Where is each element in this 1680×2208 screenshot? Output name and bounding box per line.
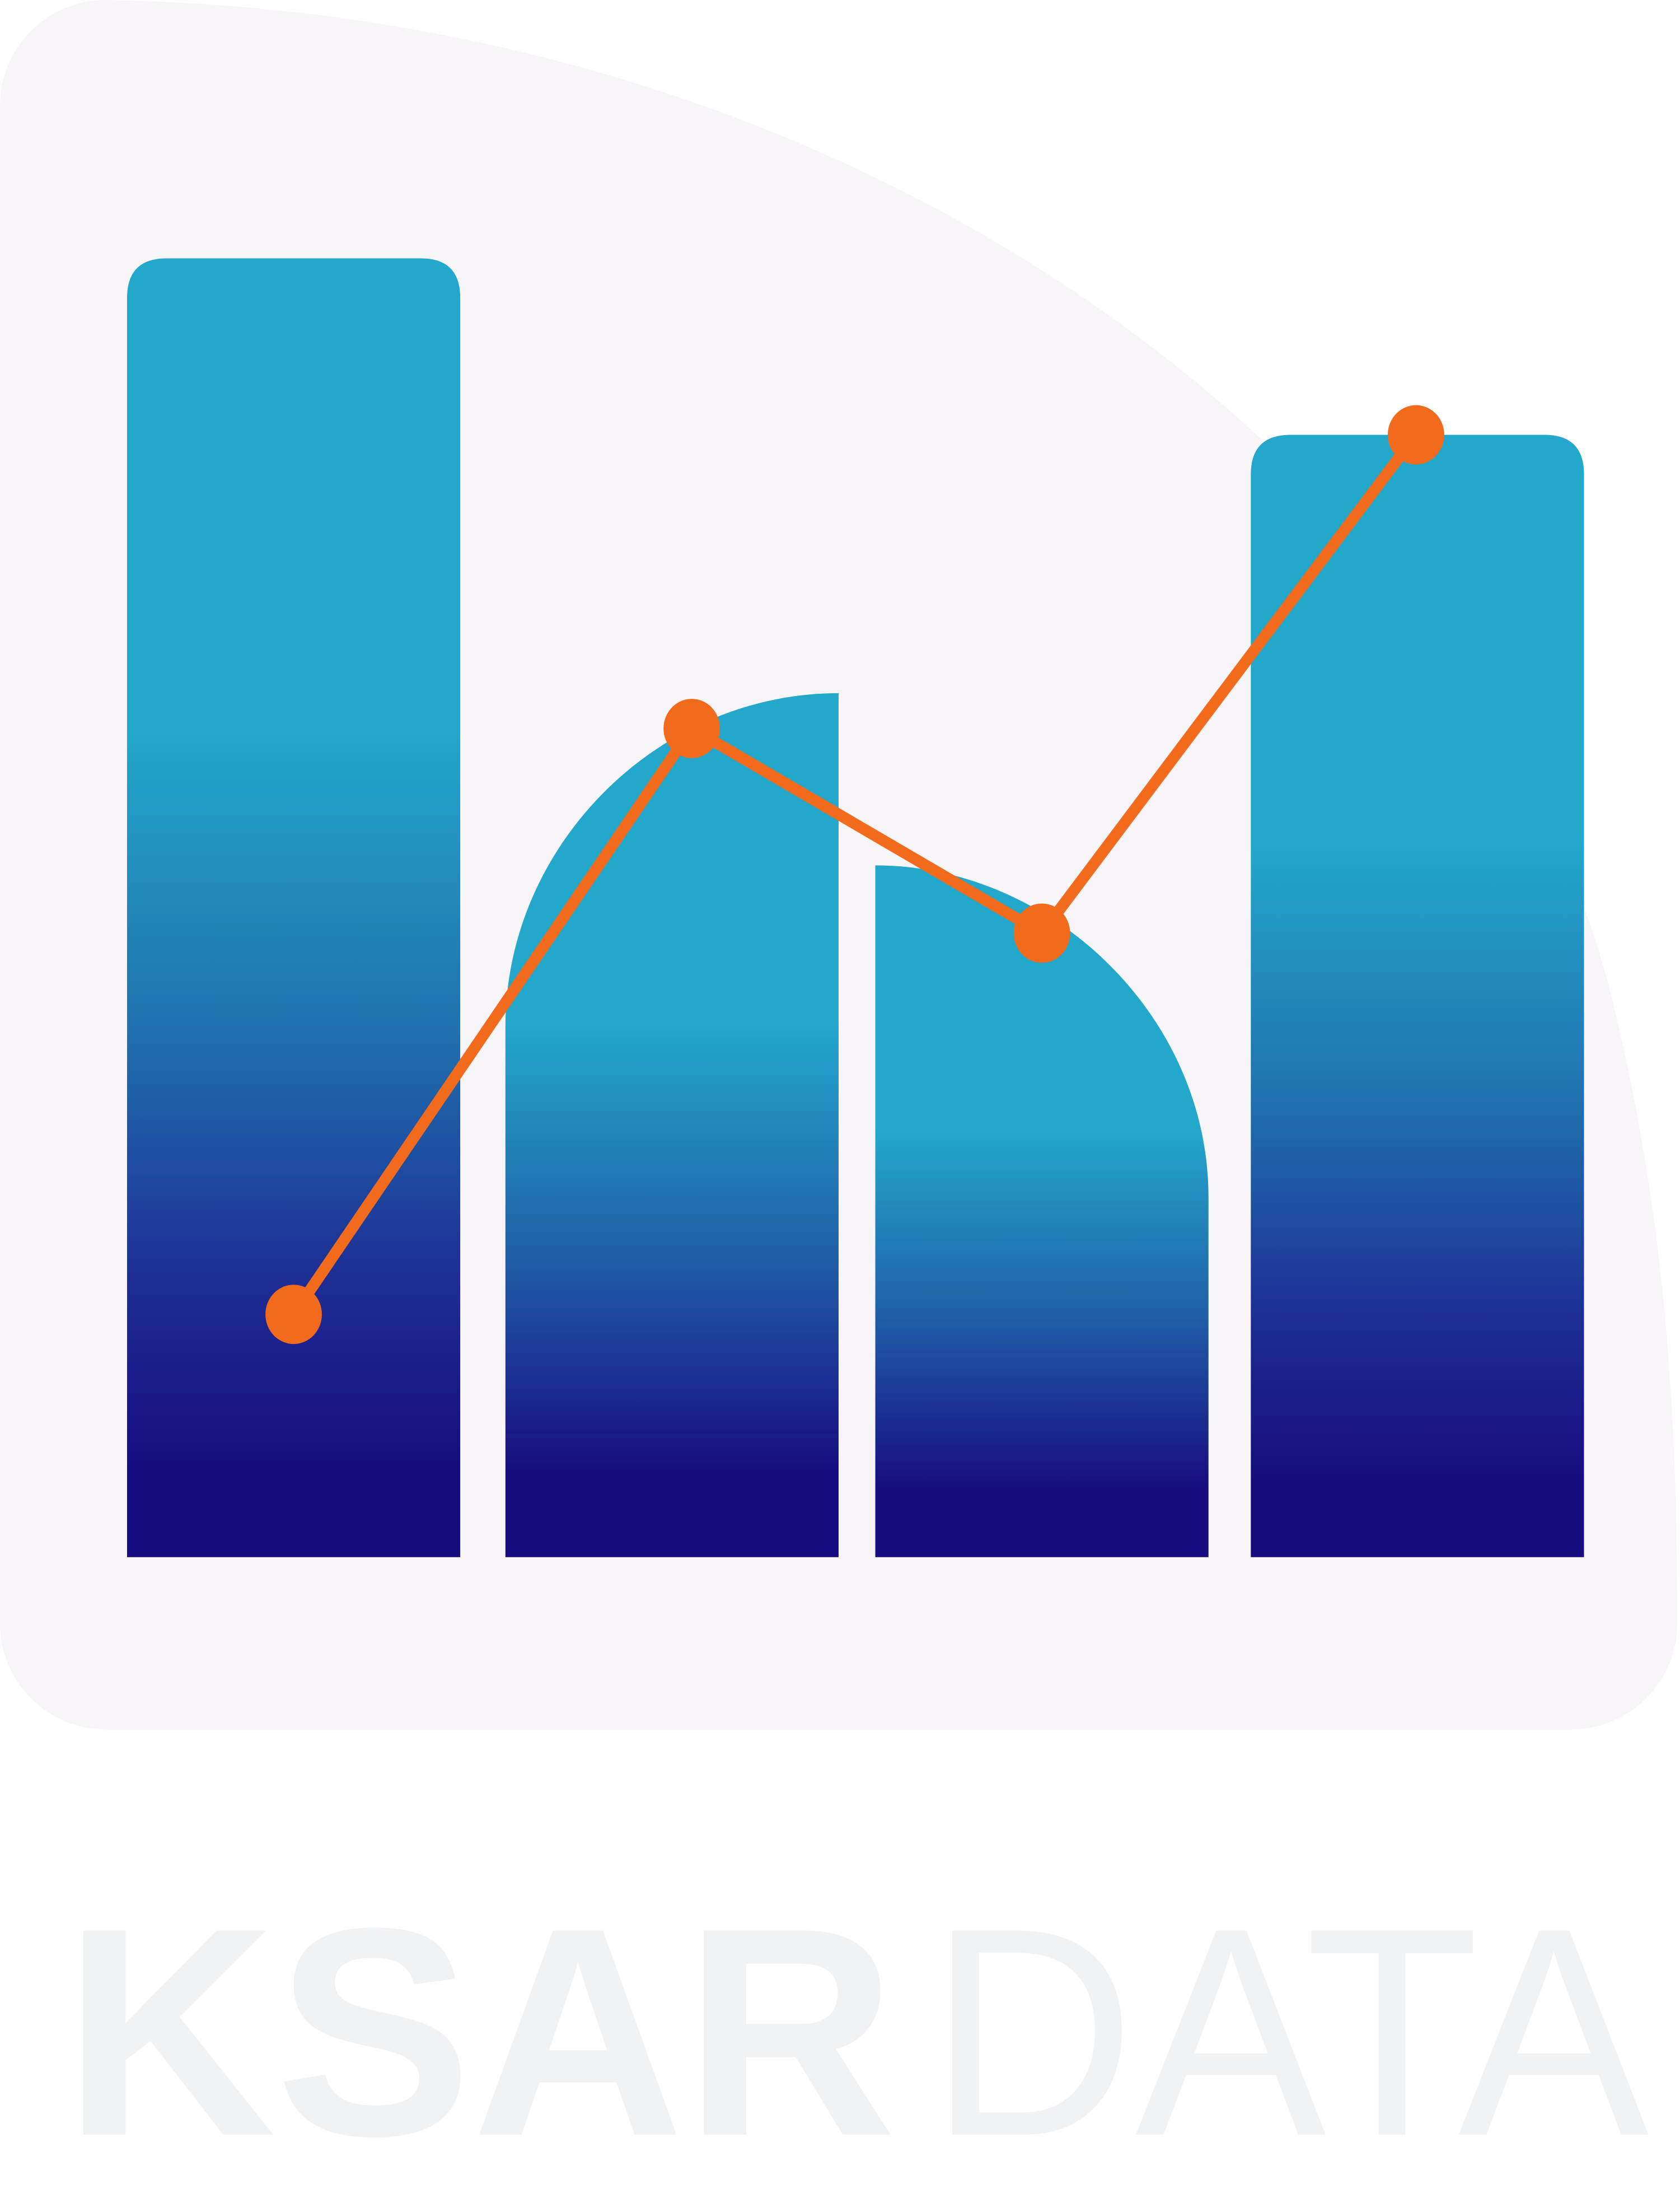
trend-point xyxy=(663,698,720,758)
wordmark-bold: KSAR xyxy=(63,1867,896,2198)
trend-point xyxy=(1013,903,1070,963)
bar xyxy=(1251,435,1584,1557)
bar xyxy=(127,258,461,1557)
trend-point xyxy=(265,1285,322,1345)
bar xyxy=(505,693,839,1557)
trend-line xyxy=(289,431,1421,1318)
trend-point xyxy=(1387,405,1444,465)
bar xyxy=(875,865,1209,1557)
wordmark-light: DATA xyxy=(929,1867,1650,2198)
